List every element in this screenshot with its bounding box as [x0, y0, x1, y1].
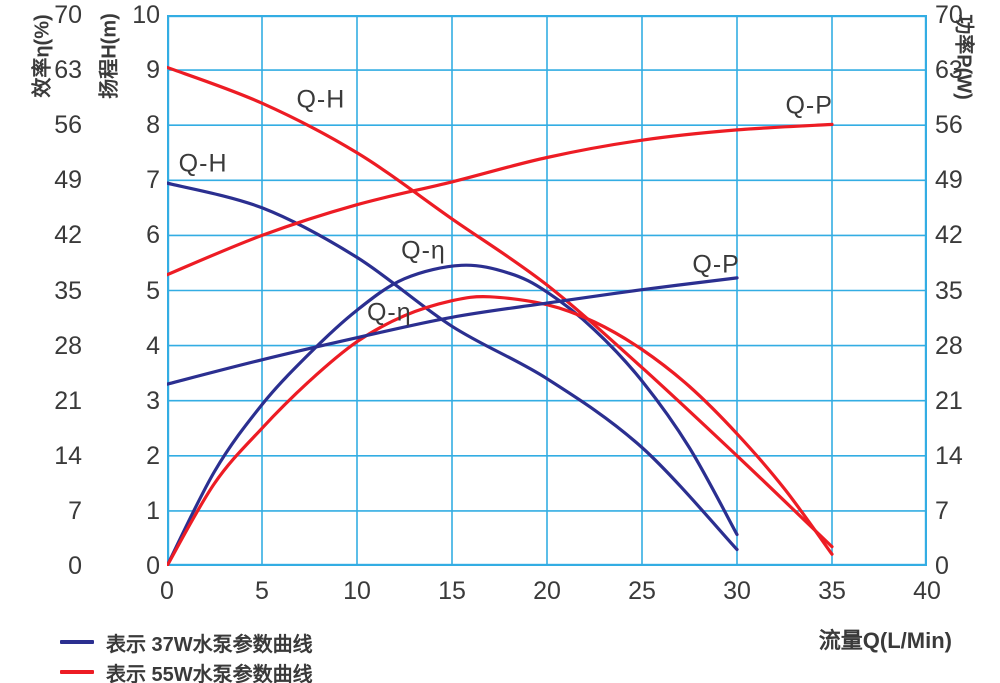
head-tick-10: 10	[132, 1, 160, 29]
power-tick-28: 28	[935, 331, 963, 360]
flow-tick-25: 25	[628, 577, 656, 605]
head-tick-6: 6	[146, 221, 160, 250]
eta-tick-63: 63	[54, 56, 82, 85]
head-tick-9: 9	[146, 56, 160, 85]
eta-tick-42: 42	[54, 221, 82, 250]
flow-tick-35: 35	[818, 577, 846, 605]
eta-tick-0: 0	[68, 552, 82, 580]
power-tick-7: 7	[935, 496, 949, 525]
power-tick-35: 35	[935, 276, 963, 305]
head-tick-1: 1	[146, 496, 160, 525]
flow-tick-20: 20	[533, 577, 561, 605]
head-tick-3: 3	[146, 386, 160, 415]
head-tick-2: 2	[146, 441, 160, 470]
legend-item-37w: 表示 37W水泵参数曲线	[60, 630, 313, 656]
power-tick-63: 63	[935, 56, 963, 85]
head-tick-7: 7	[146, 166, 160, 195]
curve-label-37W-Q-η: Q-η	[401, 236, 446, 265]
eta-tick-14: 14	[54, 441, 82, 470]
curve-label-37W-Q-H: Q-H	[178, 149, 228, 178]
eta-tick-21: 21	[54, 386, 82, 415]
head-tick-5: 5	[146, 276, 160, 305]
eta-tick-56: 56	[54, 111, 82, 140]
curve-label-55W-Q-P: Q-P	[785, 91, 833, 120]
eta-tick-49: 49	[54, 166, 82, 195]
curve-55W-Q-H	[167, 65, 834, 549]
eta-tick-7: 7	[68, 496, 82, 525]
flow-tick-5: 5	[255, 577, 269, 605]
curve-37W-Q-H	[167, 181, 739, 552]
flow-tick-30: 30	[723, 577, 751, 605]
power-tick-56: 56	[935, 111, 963, 140]
flow-tick-0: 0	[160, 577, 174, 605]
power-tick-70: 70	[935, 1, 963, 29]
plot-area	[167, 15, 927, 566]
curve-55W-Q-η	[167, 295, 834, 566]
curve-37W-Q-η	[167, 263, 739, 566]
flow-tick-40: 40	[913, 577, 941, 605]
flow-axis-title: 流量Q(L/Min)	[818, 628, 952, 653]
power-tick-42: 42	[935, 221, 963, 250]
flow-tick-15: 15	[438, 577, 466, 605]
eta-tick-70: 70	[54, 1, 82, 29]
plot-border	[167, 15, 927, 566]
power-tick-21: 21	[935, 386, 963, 415]
curve-label-37W-Q-P: Q-P	[692, 250, 740, 279]
curve-55W-Q-P	[167, 122, 834, 277]
power-tick-0: 0	[935, 552, 949, 580]
legend-line-55w-icon	[60, 670, 94, 674]
curve-label-55W-Q-H: Q-H	[296, 85, 346, 114]
curve-label-55W-Q-η: Q-η	[366, 298, 412, 327]
legend-item-55w: 表示 55W水泵参数曲线	[60, 660, 313, 683]
head-tick-8: 8	[146, 111, 160, 140]
power-tick-14: 14	[935, 441, 963, 470]
legend-line-37w-icon	[60, 640, 94, 644]
eta-tick-28: 28	[54, 331, 82, 360]
power-tick-49: 49	[935, 166, 963, 195]
flow-tick-10: 10	[343, 577, 371, 605]
legend-label-37w: 表示 37W水泵参数曲线	[106, 633, 313, 656]
legend-label-55w: 表示 55W水泵参数曲线	[106, 663, 313, 683]
curve-37W-Q-P	[167, 276, 739, 386]
head-tick-0: 0	[146, 552, 160, 580]
head-tick-4: 4	[146, 331, 160, 360]
eta-tick-35: 35	[54, 276, 82, 305]
